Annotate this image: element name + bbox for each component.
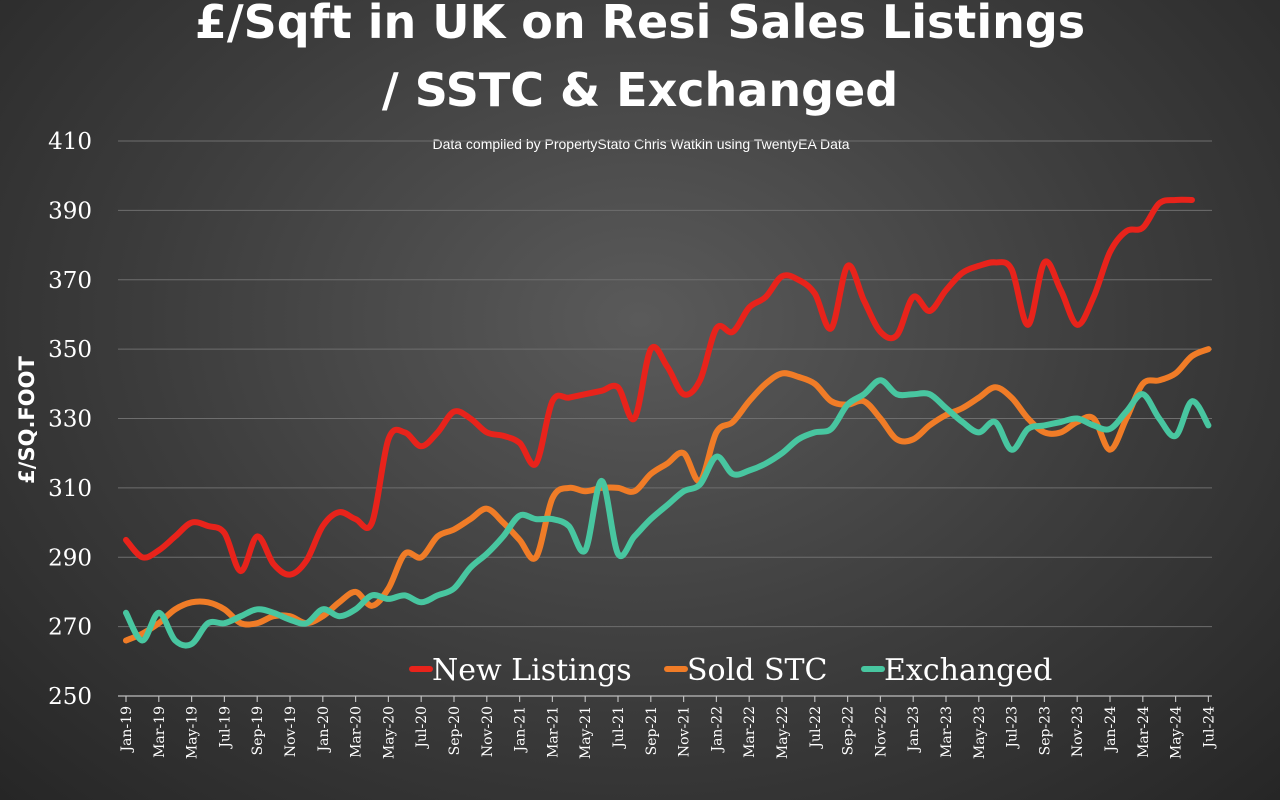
x-tick-label: Jul-21 <box>611 706 627 750</box>
x-tick-label: Jul-23 <box>1005 706 1021 750</box>
x-tick-label: Jan-20 <box>316 706 332 754</box>
series-layer <box>123 196 1212 649</box>
legend-label-exchanged: Exchanged <box>884 653 1052 688</box>
y-tick-label: 390 <box>48 198 92 224</box>
y-tick-label: 410 <box>48 129 92 155</box>
x-tick-label: Mar-21 <box>545 706 561 758</box>
x-tick-label: Jul-22 <box>808 706 824 750</box>
x-tick-label: Jul-20 <box>414 706 430 750</box>
x-tick-label: Sep-23 <box>1037 706 1053 755</box>
chart-subtitle: Data compiled by PropertyStato Chris Wat… <box>432 136 849 152</box>
x-tick-label: May-19 <box>185 706 201 759</box>
x-tick-label: Nov-21 <box>677 706 693 757</box>
x-tick-label: May-23 <box>972 706 988 759</box>
x-tick-label: Sep-20 <box>447 706 463 755</box>
x-tick-label: May-21 <box>578 706 594 759</box>
x-tick-label: Jan-19 <box>119 706 135 754</box>
y-axis-ticks: 250 270 290 310 330 350 370 390 410 <box>48 129 92 710</box>
x-tick-label: Mar-24 <box>1136 706 1152 758</box>
x-tick-label: May-22 <box>775 706 791 759</box>
legend-label-new-listings: New Listings <box>432 653 632 688</box>
x-axis-ticks: Jan-19 Mar-19 May-19 Jul-19 Sep-19 Nov-19 Jan-… <box>119 696 1217 759</box>
y-tick-label: 330 <box>48 407 92 433</box>
x-tick-label: Nov-22 <box>873 706 889 757</box>
chart-title-line-1: £/Sqft in UK on Resi Sales Listings <box>195 0 1085 49</box>
x-tick-label: May-20 <box>381 706 397 759</box>
x-tick-label: Mar-20 <box>349 706 365 758</box>
x-tick-label: Jan-24 <box>1103 706 1119 754</box>
y-tick-label: 350 <box>48 337 92 363</box>
x-tick-label: Jul-19 <box>217 706 233 750</box>
x-tick-label: Nov-19 <box>283 706 299 757</box>
legend: New Listings Sold STC Exchanged <box>409 653 1052 688</box>
x-tick-label: Nov-23 <box>1070 706 1086 757</box>
y-tick-label: 250 <box>48 684 92 710</box>
chart-title-line-2: / SSTC & Exchanged <box>382 63 898 117</box>
y-tick-label: 290 <box>48 545 92 571</box>
x-tick-label: May-24 <box>1169 706 1185 759</box>
legend-label-sold-stc: Sold STC <box>687 653 827 688</box>
x-tick-label: Sep-22 <box>841 706 857 755</box>
gridlines <box>118 140 1212 628</box>
x-tick-label: Jan-23 <box>906 706 922 754</box>
x-tick-label: Jan-21 <box>513 706 529 754</box>
x-tick-label: Jul-24 <box>1201 706 1217 750</box>
y-tick-label: 370 <box>48 268 92 294</box>
y-tick-label: 310 <box>48 476 92 502</box>
series-line-new-listings <box>123 196 1195 578</box>
x-tick-label: Mar-23 <box>939 706 955 758</box>
y-tick-label: 270 <box>48 615 92 641</box>
x-tick-label: Sep-21 <box>644 706 660 755</box>
x-tick-label: Mar-19 <box>152 706 168 758</box>
x-tick-label: Sep-19 <box>250 706 266 755</box>
series-line-sold-stc <box>123 346 1212 644</box>
x-tick-label: Nov-20 <box>480 706 496 757</box>
y-axis-label: £/SQ.FOOT <box>15 356 39 484</box>
x-tick-label: Jan-22 <box>709 706 725 754</box>
series-line-exchanged <box>123 377 1212 649</box>
x-tick-label: Mar-22 <box>742 706 758 758</box>
